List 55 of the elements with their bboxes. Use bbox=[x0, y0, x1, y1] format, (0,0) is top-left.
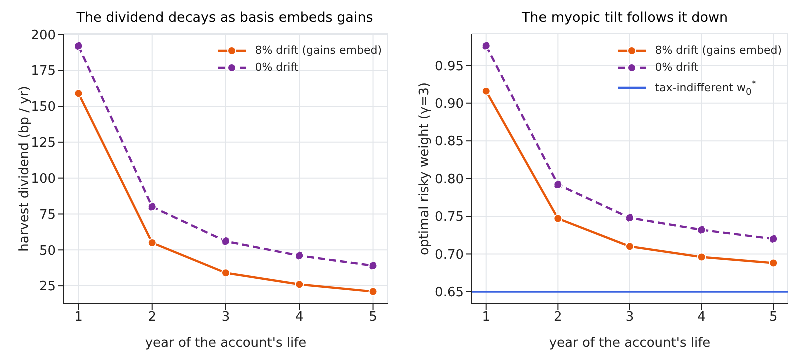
point bbox=[368, 261, 378, 270]
point bbox=[554, 214, 563, 224]
point bbox=[697, 226, 706, 235]
y-tick-label: 0.80 bbox=[435, 172, 464, 188]
y-tick-label: 50 bbox=[39, 244, 56, 259]
point bbox=[222, 268, 230, 278]
chart-title: The myopic tilt follows it down bbox=[520, 10, 730, 26]
point bbox=[769, 258, 778, 268]
x-tick-label: 3 bbox=[626, 310, 634, 326]
x-tick-label: 1 bbox=[74, 310, 83, 326]
point bbox=[295, 280, 304, 290]
y-axis-title: harvest dividend (bp / yr) bbox=[18, 86, 33, 252]
y-tick-label: 0.70 bbox=[435, 248, 464, 263]
legend-label: 8% drift (gains embed) bbox=[655, 43, 782, 59]
x-axis-title: year of the account's life bbox=[549, 336, 711, 351]
point bbox=[222, 237, 230, 246]
y-tick-label: 25 bbox=[39, 280, 56, 295]
y-tick-label: 0.65 bbox=[435, 286, 464, 301]
y-axis-title: optimal risky weight (γ=3) bbox=[418, 82, 433, 256]
x-tick-label: 1 bbox=[482, 310, 491, 326]
y-tick-label: 125 bbox=[31, 136, 56, 152]
point bbox=[148, 238, 157, 248]
y-tick-label: 100 bbox=[31, 172, 56, 187]
x-tick-label: 4 bbox=[295, 310, 304, 326]
x-tick-label: 2 bbox=[554, 310, 562, 326]
y-tick-label: 175 bbox=[31, 64, 56, 80]
x-axis-title: year of the account's life bbox=[145, 336, 307, 351]
point bbox=[295, 251, 304, 260]
y-tick-label: 150 bbox=[31, 100, 56, 116]
x-tick-label: 5 bbox=[769, 310, 778, 326]
chart-title: The dividend decays as basis embeds gains bbox=[76, 10, 374, 26]
legend-label: 8% drift (gains embed) bbox=[255, 43, 382, 59]
x-tick-label: 4 bbox=[698, 310, 706, 326]
legend-label: 0% drift bbox=[655, 60, 699, 76]
point bbox=[74, 42, 84, 51]
y-tick-label: 200 bbox=[31, 28, 56, 44]
x-tick-label: 3 bbox=[222, 310, 230, 326]
y-tick-label: 0.75 bbox=[435, 210, 464, 226]
y-tick-label: 0.90 bbox=[435, 97, 464, 112]
point bbox=[74, 89, 84, 98]
point bbox=[482, 42, 491, 51]
y-tick-label: 75 bbox=[39, 208, 56, 223]
point bbox=[482, 86, 491, 96]
legend-label: 0% drift bbox=[255, 60, 299, 76]
point bbox=[626, 242, 634, 252]
point bbox=[769, 234, 778, 244]
point bbox=[554, 180, 563, 190]
x-tick-label: 5 bbox=[369, 310, 378, 326]
x-tick-label: 2 bbox=[148, 310, 157, 326]
point bbox=[368, 287, 378, 296]
y-tick-label: 0.95 bbox=[435, 59, 464, 74]
point bbox=[697, 252, 706, 262]
point bbox=[626, 214, 634, 223]
point bbox=[148, 202, 157, 212]
y-tick-label: 0.85 bbox=[435, 134, 464, 150]
